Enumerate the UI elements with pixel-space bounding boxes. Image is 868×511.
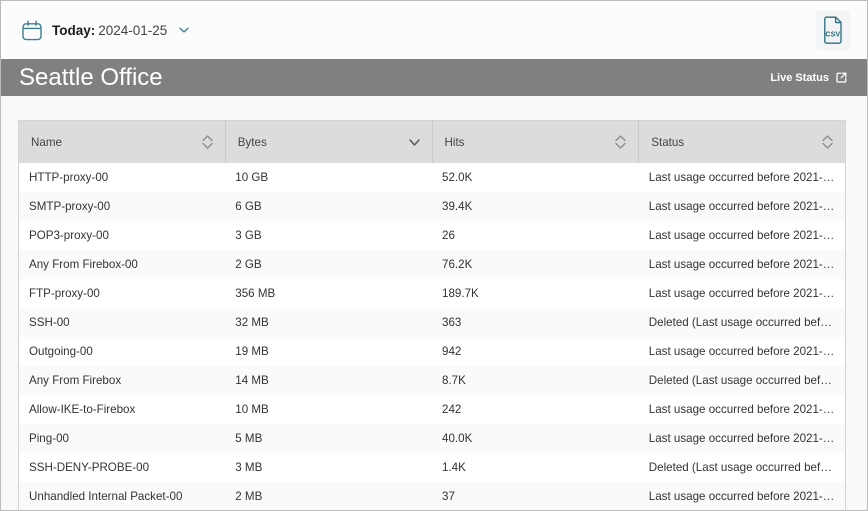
svg-text:CSV: CSV xyxy=(825,29,840,38)
